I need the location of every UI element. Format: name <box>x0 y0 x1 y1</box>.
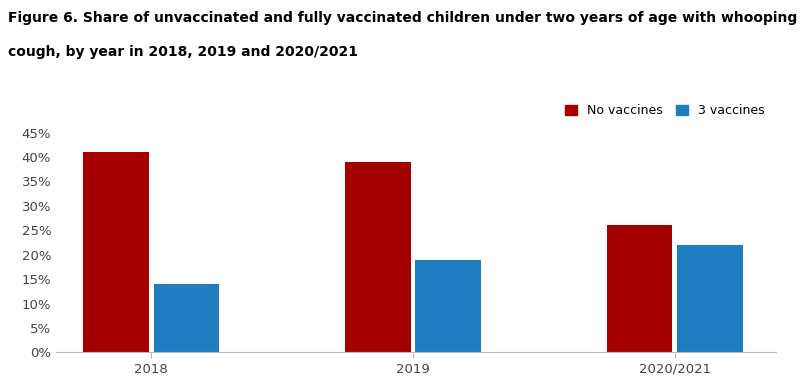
Bar <box>154 284 219 352</box>
Bar <box>345 162 410 352</box>
Text: Figure 6. Share of unvaccinated and fully vaccinated children under two years of: Figure 6. Share of unvaccinated and full… <box>8 11 798 25</box>
Bar <box>607 226 673 352</box>
Text: cough, by year in 2018, 2019 and 2020/2021: cough, by year in 2018, 2019 and 2020/20… <box>8 45 358 60</box>
Bar <box>83 152 149 352</box>
Bar <box>678 245 742 352</box>
Bar <box>415 260 481 352</box>
Legend: No vaccines, 3 vaccines: No vaccines, 3 vaccines <box>560 99 770 122</box>
